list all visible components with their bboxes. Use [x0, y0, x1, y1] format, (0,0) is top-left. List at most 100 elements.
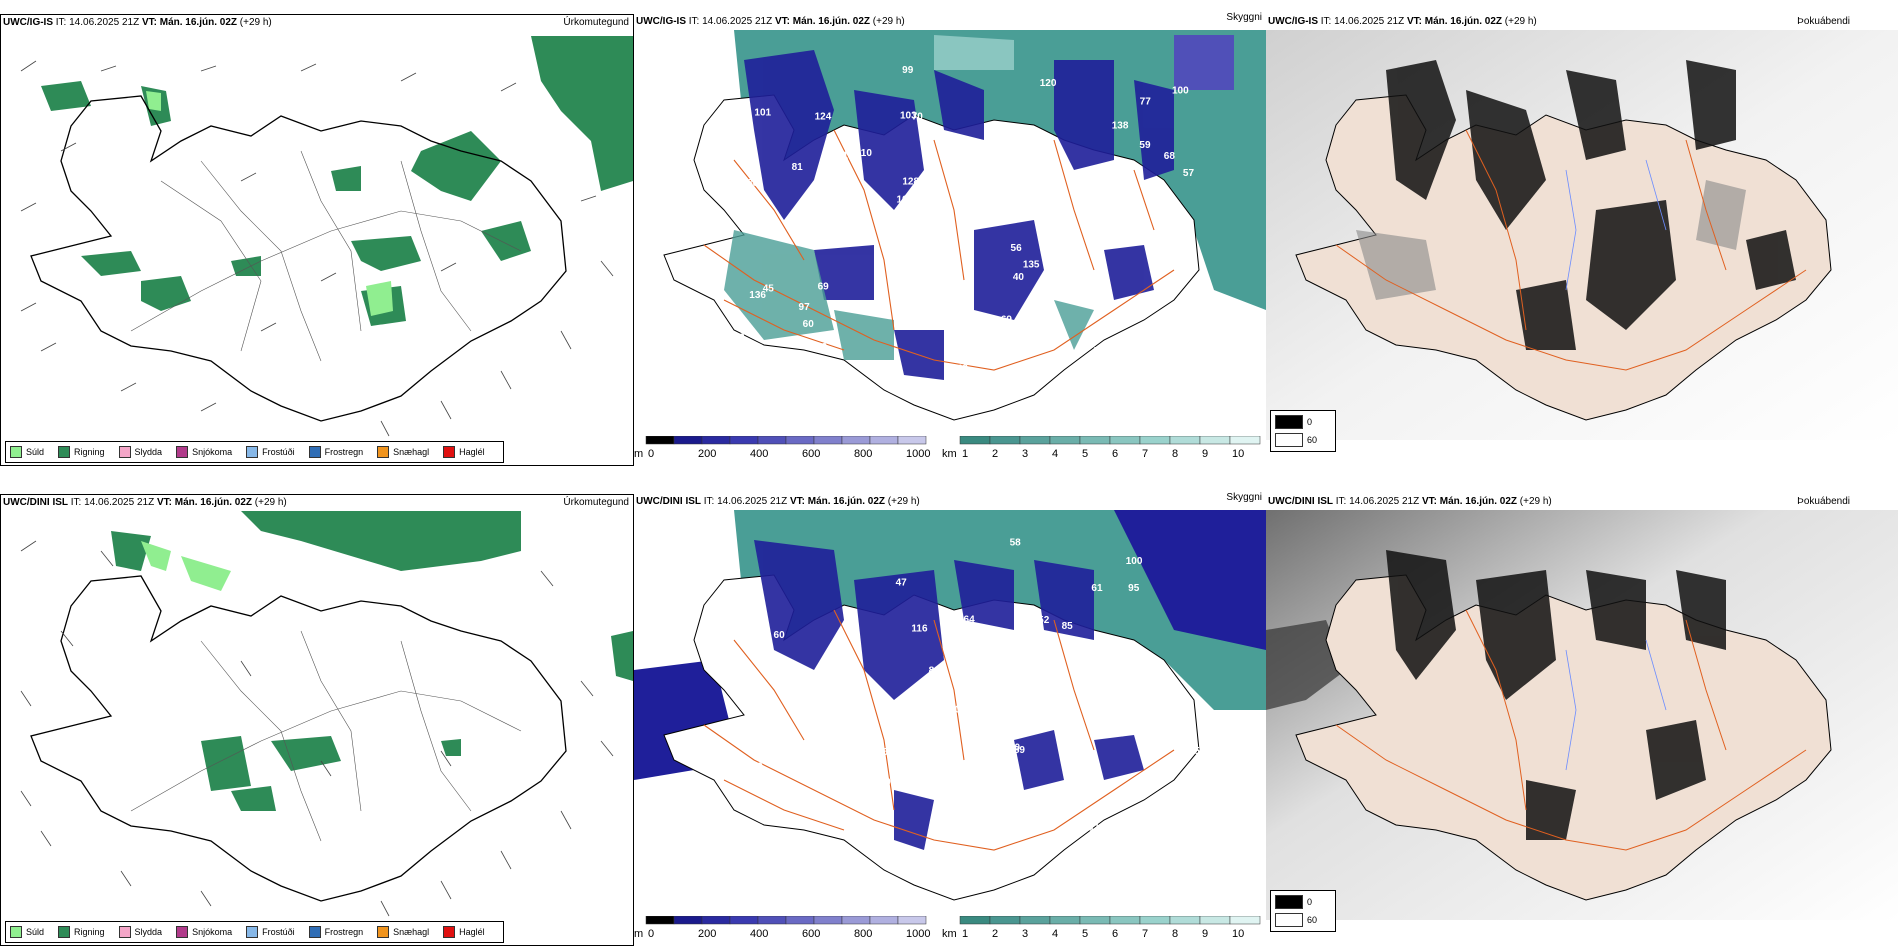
ceiling-value-label: 128: [902, 177, 919, 188]
colorbar-swatch: [841, 915, 871, 925]
visibility-colorbar-svg: [959, 435, 1261, 445]
map-fog-ig: [1266, 30, 1898, 440]
ceiling-value-label: 86: [877, 747, 889, 758]
ceiling-value-label: 43: [816, 342, 828, 353]
ceiling-value-label: 260: [852, 721, 869, 732]
ceiling-value-label: 126: [863, 806, 880, 817]
ceiling-value-label: 119: [791, 710, 808, 721]
ceiling-value-label: 95: [770, 368, 782, 379]
ceiling-value-label: 189: [998, 701, 1015, 712]
ceiling-value-label: 57: [960, 684, 972, 695]
ceiling-value-label: 90: [733, 353, 745, 364]
ceiling-value-label: 119: [948, 142, 965, 153]
visibility-colorbar: km 1 2 3 4 5 6 7 8 9 10: [942, 915, 1264, 946]
colorbar-swatch: [1199, 435, 1231, 445]
ceiling-value-label: 100: [1172, 85, 1189, 96]
map-visibility-dini: 695 119 120 48 49 60 120 260 85 71 152 111 159 47 189 5…: [634, 510, 1266, 920]
colorbar-swatch: [785, 435, 815, 445]
legend-item-sudl: Súld: [10, 446, 44, 458]
colorbar-swatch: [1139, 915, 1171, 925]
colorbar-swatch: [897, 915, 927, 925]
visibility-unit: km: [942, 448, 957, 460]
ceiling-tick: 800: [854, 448, 873, 460]
ceiling-value-label: 116: [911, 623, 928, 634]
ceiling-value-label: 81: [792, 162, 804, 173]
colorbar-swatch: [701, 915, 731, 925]
ceiling-value-label: 60: [967, 186, 979, 197]
ceiling-value-label: 47: [896, 577, 908, 588]
ceiling-value-label: 148: [951, 364, 968, 375]
legend-item-frostudi: Frostúði: [246, 446, 295, 458]
model-label: UWC/IG-IS: [3, 17, 53, 28]
field-name: Úrkomutegund: [563, 497, 629, 508]
colorbar-swatch: [841, 435, 871, 445]
ceiling-value-label: 60: [803, 319, 815, 330]
ceiling-value-label: 159: [874, 777, 891, 788]
colorbar-swatch: [1229, 435, 1261, 445]
colorbar-swatch: [757, 435, 787, 445]
ceiling-value-label: 135: [1023, 259, 1040, 270]
ceiling-value-label: 54: [771, 351, 783, 362]
ceiling-value-label: 136: [1042, 241, 1059, 252]
ceiling-value-label: 85: [1141, 696, 1153, 707]
colorbar-swatch: [813, 435, 843, 445]
colorbar-swatch: [645, 915, 675, 925]
colorbar-swatch: [1109, 915, 1141, 925]
colorbar-swatch: [729, 435, 759, 445]
ceiling-value-label: 97: [799, 302, 811, 313]
ceiling-value-label: 81: [729, 363, 741, 374]
ceiling-value-label: 246: [1130, 711, 1147, 722]
ceiling-colorbar: m 0 200 400 600 800 1000: [634, 435, 934, 466]
panel-title: UWC/IG-IS IT: 14.06.2025 21Z VT: Mán. 16…: [1, 15, 633, 31]
colorbar-swatch: [1169, 915, 1201, 925]
lead-label: (+29 h): [239, 17, 272, 28]
colorbar-swatch: [813, 915, 843, 925]
colorbar-swatch: [729, 915, 759, 925]
ceiling-value-label: 59: [1139, 140, 1151, 151]
legend-item-rigning: Rigning: [58, 446, 105, 458]
ceiling-value-label: 128: [1108, 728, 1125, 739]
ceiling-value-label: 69: [1022, 605, 1034, 616]
ceiling-value-label: 136: [749, 290, 766, 301]
ceiling-value-label: 89: [1014, 745, 1026, 756]
panel-precip-type-dini: UWC/DINI ISL IT: 14.06.2025 21Z VT: Mán.…: [0, 494, 634, 946]
precip-legend: Súld Rigning Slydda Snjókoma Frostúði Fr…: [5, 921, 504, 943]
ceiling-value-label: 65: [1126, 311, 1138, 322]
ceiling-value-label: 101: [754, 108, 771, 119]
ceiling-value-label: 57: [1183, 168, 1195, 179]
ceiling-value-label: 62: [1068, 715, 1080, 726]
map-fog-dini: [1266, 510, 1898, 920]
ceiling-value-label: 180: [843, 150, 860, 161]
ceiling-value-label: 68: [1164, 151, 1176, 162]
colorbar-swatch: [989, 915, 1021, 925]
colorbar-swatch: [673, 915, 703, 925]
ceiling-value-label: 59: [774, 682, 786, 693]
visibility-colorbar: km 1 2 3 4 5 6 7 8 9 10: [942, 435, 1264, 466]
legend-item-haglel: Haglél: [443, 446, 485, 458]
legend-item-frostregn: Frostregn: [308, 446, 363, 458]
ceiling-unit: m: [634, 448, 644, 460]
ceiling-value-label: 111: [1084, 823, 1100, 834]
field-name: Skyggni: [1226, 492, 1262, 503]
panel-visibility-ig: UWC/IG-IS IT: 14.06.2025 21Z VT: Mán. 16…: [634, 12, 1266, 466]
colorbar-swatch: [701, 435, 731, 445]
colorbar-swatch: [1109, 435, 1141, 445]
ceiling-value-label: 123: [765, 814, 782, 825]
ceiling-value-label: 138: [1112, 121, 1129, 132]
legend-item-snaehagl: Snæhagl: [377, 446, 429, 458]
panel-visibility-dini: UWC/DINI ISL IT: 14.06.2025 21Z VT: Mán.…: [634, 492, 1266, 946]
ceiling-value-label: 152: [1033, 615, 1050, 626]
colorbar-swatch: [1079, 915, 1111, 925]
ceiling-value-label: 45: [763, 283, 775, 294]
ceiling-tick: 600: [802, 448, 821, 460]
ceiling-value-label: 85: [905, 315, 917, 326]
ceiling-value-label: 70: [912, 112, 924, 123]
field-name: Þokuábendi: [1797, 16, 1850, 27]
ceiling-value-label: 866: [1132, 346, 1149, 357]
ceiling-value-label: 53: [1006, 126, 1018, 137]
fog-legend-60: 60: [1275, 433, 1317, 447]
precip-legend: Súld Rigning Slydda Snjókoma Frostúði Fr…: [5, 441, 504, 463]
ceiling-tick: 0: [648, 448, 655, 460]
ceiling-value-label: 91: [966, 755, 978, 766]
field-name: Úrkomutegund: [563, 17, 629, 28]
